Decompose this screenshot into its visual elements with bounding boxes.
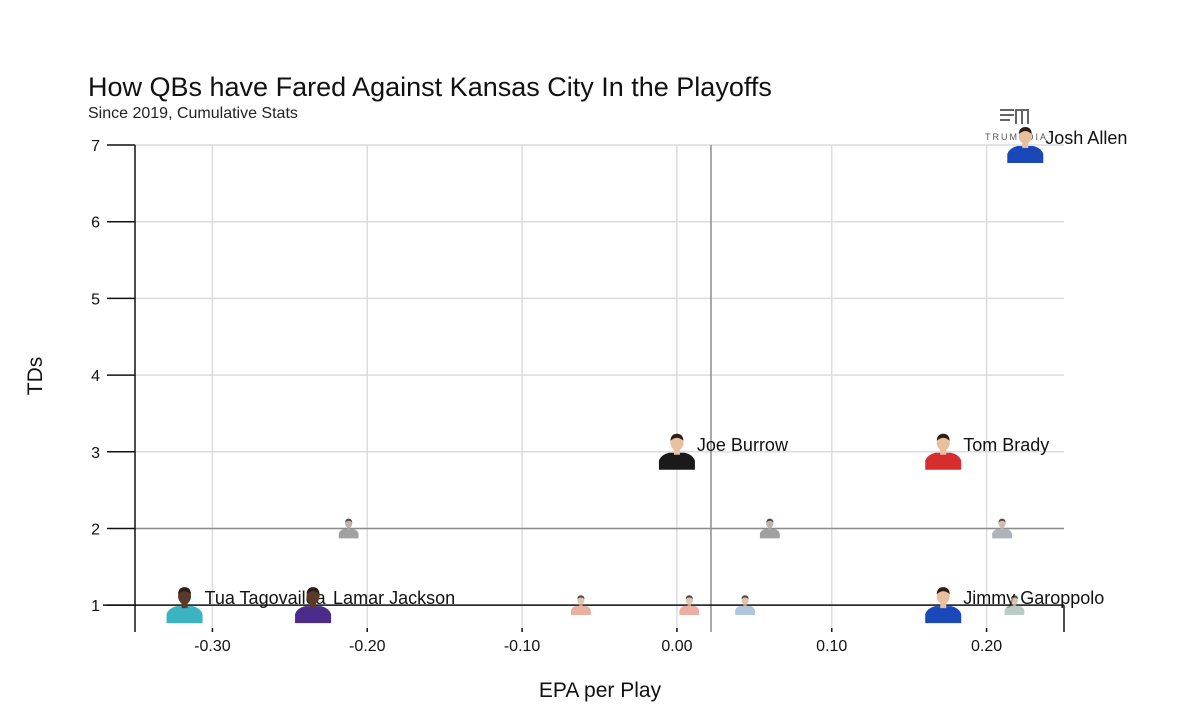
- x-axis-title: EPA per Play: [539, 679, 662, 702]
- jersey: [295, 606, 332, 624]
- player-marker: [295, 587, 332, 624]
- head: [936, 434, 950, 451]
- player-marker-minor: [1004, 595, 1025, 616]
- neck: [768, 527, 772, 531]
- head: [577, 595, 585, 605]
- head: [345, 519, 353, 528]
- x-tick-label: -0.20: [349, 638, 386, 655]
- head: [306, 588, 320, 605]
- points-layer: Josh Allen Joe Burrow Tom Brady Tua Tagovai…: [166, 127, 1127, 624]
- hair: [936, 433, 950, 441]
- x-tick-label: 0.20: [971, 638, 1002, 655]
- head: [178, 588, 192, 605]
- y-tick-label: 7: [91, 138, 100, 155]
- player-marker: [658, 433, 695, 470]
- jersey: [1007, 146, 1044, 163]
- x-tick-label: 0.10: [816, 638, 847, 655]
- head: [766, 519, 774, 528]
- chart-subtitle: Since 2019, Cumulative Stats: [88, 105, 298, 122]
- head: [1018, 128, 1032, 144]
- x-tick-label: 0.00: [661, 638, 692, 655]
- neck: [743, 604, 747, 607]
- jersey: [338, 529, 359, 539]
- hair: [766, 518, 774, 523]
- trumedia-logo-icon: [1000, 109, 1029, 124]
- hair: [741, 595, 749, 600]
- neck: [310, 603, 317, 609]
- hair: [1018, 127, 1032, 134]
- y-tick-label: 3: [91, 445, 100, 462]
- neck: [347, 527, 351, 531]
- jersey: [658, 452, 695, 470]
- head: [685, 595, 693, 605]
- neck: [687, 604, 691, 607]
- hair: [685, 595, 693, 600]
- player-marker: [166, 587, 203, 624]
- hair: [1010, 595, 1019, 600]
- head: [936, 588, 950, 605]
- player-marker: [925, 433, 962, 470]
- hair: [998, 518, 1006, 523]
- jersey: [1004, 605, 1025, 616]
- point-label: Jimmy Garoppolo: [963, 588, 1104, 608]
- player-marker-minor: [735, 595, 755, 616]
- hair: [577, 595, 585, 600]
- player-marker-minor: [759, 518, 780, 539]
- point-label: Joe Burrow: [697, 435, 789, 455]
- head: [1010, 595, 1019, 605]
- jersey: [679, 605, 700, 616]
- jersey: [735, 605, 755, 616]
- jersey: [992, 529, 1012, 539]
- point-label: Lamar Jackson: [333, 588, 455, 608]
- trumedia-logo-text: TRUMEDIA: [985, 132, 1048, 142]
- axes: 1 2 3 4 5 6 7 -0.30 -0.20 -0.10 0.00 0.10 0.20: [91, 138, 1065, 655]
- neck: [1012, 604, 1017, 607]
- player-marker: [925, 587, 962, 624]
- hair: [345, 518, 353, 523]
- point-label: Josh Allen: [1045, 128, 1127, 148]
- player-marker: [1007, 127, 1044, 163]
- neck: [181, 603, 188, 609]
- neck: [940, 449, 947, 455]
- x-tick-label: -0.30: [194, 638, 231, 655]
- y-tick-label: 1: [91, 598, 100, 615]
- player-marker-minor: [992, 518, 1012, 539]
- jersey: [925, 452, 962, 470]
- y-tick-label: 2: [91, 521, 100, 538]
- neck: [940, 603, 947, 609]
- head: [741, 595, 749, 605]
- hair: [306, 587, 320, 595]
- jersey: [925, 606, 962, 624]
- hair: [670, 433, 684, 441]
- jersey: [166, 606, 203, 624]
- reference-lines: [135, 145, 1064, 632]
- neck: [1022, 143, 1029, 148]
- hair: [936, 587, 950, 595]
- y-tick-label: 4: [91, 368, 100, 385]
- player-marker-minor: [571, 595, 591, 616]
- head: [670, 434, 684, 451]
- y-tick-label: 6: [91, 215, 100, 232]
- point-label: Tom Brady: [963, 435, 1049, 455]
- head: [998, 519, 1006, 528]
- y-axis-title: TDs: [24, 357, 47, 396]
- chart-title: How QBs have Fared Against Kansas City I…: [88, 72, 772, 102]
- player-marker-minor: [679, 595, 700, 616]
- trumedia-logo: TRUMEDIA: [985, 106, 1048, 142]
- player-marker-minor: [338, 518, 359, 539]
- hair: [178, 587, 192, 595]
- x-tick-label: -0.10: [504, 638, 541, 655]
- neck: [1000, 527, 1004, 531]
- grid-layer: [135, 144, 1064, 632]
- neck: [673, 449, 680, 455]
- y-tick-label: 5: [91, 291, 100, 308]
- point-label: Tua Tagovailoa: [205, 588, 327, 608]
- jersey: [571, 605, 591, 616]
- neck: [579, 604, 583, 607]
- jersey: [759, 529, 780, 539]
